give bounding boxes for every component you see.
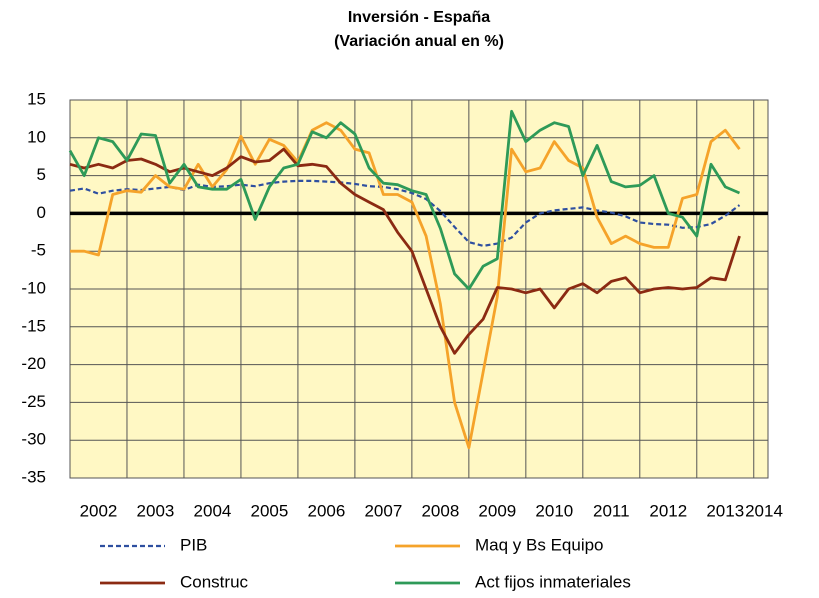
- x-tick-label: 2008: [421, 501, 459, 520]
- y-tick-label: -5: [31, 241, 46, 260]
- chart-subtitle: (Variación anual en %): [334, 33, 504, 50]
- y-tick-label: -10: [21, 278, 46, 297]
- y-tick-label: -15: [21, 316, 46, 335]
- chart-title: Inversión - España: [348, 9, 490, 26]
- x-tick-label: 2014: [745, 501, 783, 520]
- x-tick-label: 2012: [649, 501, 687, 520]
- y-tick-label: -30: [21, 430, 46, 449]
- x-tick-label: 2009: [478, 501, 516, 520]
- plot-border: [69, 99, 769, 479]
- x-tick-label: 2010: [535, 501, 573, 520]
- x-tick-label: 2007: [364, 501, 402, 520]
- x-tick-label: 2013: [706, 501, 744, 520]
- y-tick-label: -25: [21, 392, 46, 411]
- legend-label: Construc: [180, 572, 249, 591]
- x-tick-label: 2004: [194, 501, 232, 520]
- x-tick-label: 2002: [80, 501, 118, 520]
- y-tick-label: 0: [37, 203, 46, 222]
- y-tick-label: 15: [27, 89, 46, 108]
- legend-label: Maq y Bs Equipo: [475, 535, 604, 554]
- x-tick-label: 2011: [593, 501, 630, 520]
- series-line: [70, 121, 741, 450]
- y-tick-label: 10: [27, 127, 46, 146]
- y-tick-label: -20: [21, 354, 46, 373]
- series-line: [68, 109, 741, 291]
- y-tick-label: -35: [21, 467, 46, 486]
- legend-label: Act fijos inmateriales: [475, 572, 631, 591]
- x-tick-label: 2005: [251, 501, 289, 520]
- legend-label: PIB: [180, 535, 207, 554]
- x-tick-label: 2006: [307, 501, 345, 520]
- x-tick-label: 2003: [137, 501, 175, 520]
- y-tick-label: 5: [37, 165, 46, 184]
